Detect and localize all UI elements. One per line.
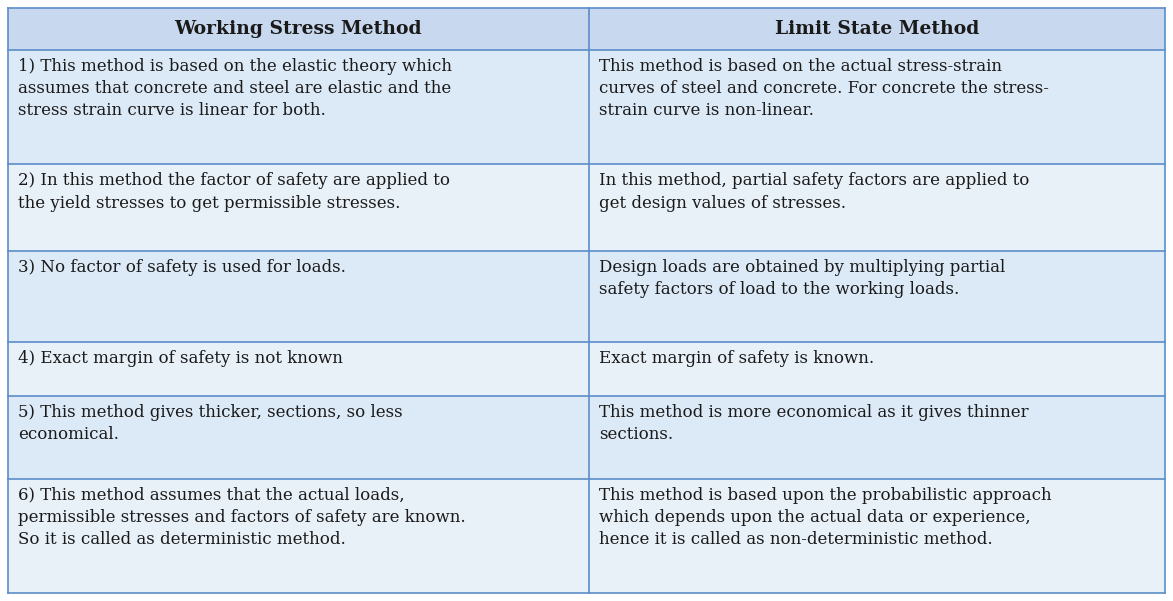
Text: 5) This method gives thicker, sections, so less
economical.: 5) This method gives thicker, sections, …	[18, 404, 402, 443]
Text: This method is based upon the probabilistic approach
which depends upon the actu: This method is based upon the probabilis…	[598, 487, 1051, 548]
Text: Exact margin of safety is known.: Exact margin of safety is known.	[598, 350, 874, 367]
Bar	[589, 478, 1165, 593]
Bar	[589, 165, 1165, 251]
Bar	[589, 343, 1165, 396]
Text: This method is based on the actual stress-strain
curves of steel and concrete. F: This method is based on the actual stres…	[598, 58, 1049, 120]
Bar	[589, 50, 1165, 165]
Bar	[8, 165, 589, 251]
Bar	[8, 478, 589, 593]
Text: 6) This method assumes that the actual loads,
permissible stresses and factors o: 6) This method assumes that the actual l…	[18, 487, 466, 548]
Bar	[589, 396, 1165, 478]
Text: In this method, partial safety factors are applied to
get design values of stres: In this method, partial safety factors a…	[598, 172, 1029, 212]
Text: Working Stress Method: Working Stress Method	[175, 20, 422, 38]
Text: 2) In this method the factor of safety are applied to
the yield stresses to get : 2) In this method the factor of safety a…	[18, 172, 450, 212]
Text: 3) No factor of safety is used for loads.: 3) No factor of safety is used for loads…	[18, 259, 346, 276]
Text: Limit State Method: Limit State Method	[774, 20, 979, 38]
Text: 4) Exact margin of safety is not known: 4) Exact margin of safety is not known	[18, 350, 343, 367]
Text: Design loads are obtained by multiplying partial
safety factors of load to the w: Design loads are obtained by multiplying…	[598, 259, 1005, 298]
Bar	[8, 343, 589, 396]
Text: This method is more economical as it gives thinner
sections.: This method is more economical as it giv…	[598, 404, 1029, 443]
Text: 1) This method is based on the elastic theory which
assumes that concrete and st: 1) This method is based on the elastic t…	[18, 58, 452, 120]
Bar	[589, 8, 1165, 50]
Bar	[8, 8, 589, 50]
Bar	[8, 396, 589, 478]
Bar	[589, 251, 1165, 343]
Bar	[8, 50, 589, 165]
Bar	[8, 251, 589, 343]
